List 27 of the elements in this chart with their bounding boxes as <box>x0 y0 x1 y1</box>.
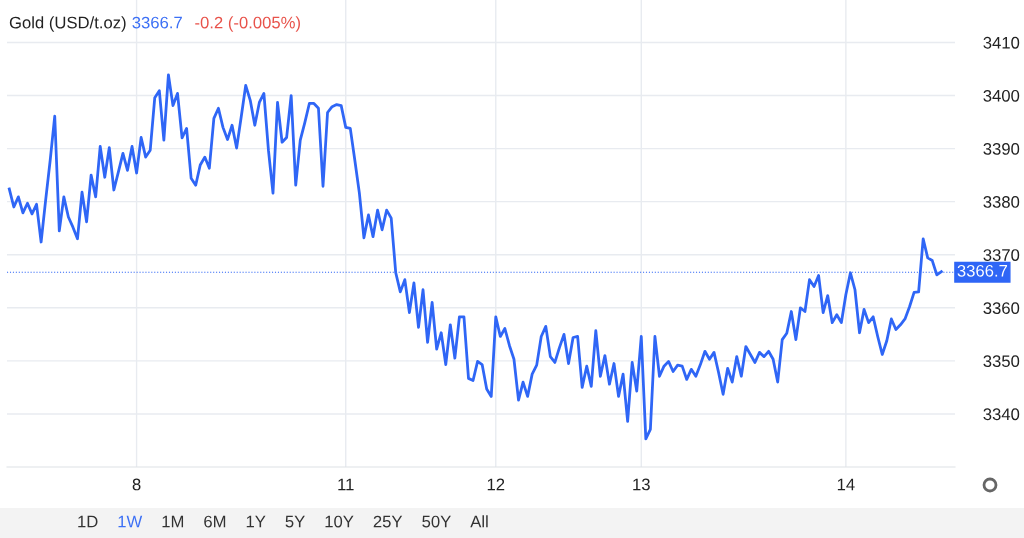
annotation: 3366.7 <box>132 16 182 29</box>
y-tick-label: 3340 <box>983 408 1020 421</box>
text: All <box>470 515 488 528</box>
text: 5Y <box>285 515 305 528</box>
y-tick-label: 3380 <box>983 196 1020 208</box>
y-tick-label: 3410 <box>983 36 1020 49</box>
x-tick-label: 12 <box>487 478 505 491</box>
text: 1Y <box>246 515 266 528</box>
text: 1D <box>78 515 98 528</box>
annotation: -0.2 (-0.005%) <box>195 16 300 32</box>
text: 1M <box>162 515 184 528</box>
x-tick-label: 11 <box>338 478 354 491</box>
y-tick-label: 3390 <box>983 142 1020 155</box>
text: 25Y <box>373 515 403 528</box>
y-tick-label: 3350 <box>983 355 1020 368</box>
x-tick-label: 8 <box>132 478 141 491</box>
text: Gold (USD/t.oz) <box>9 16 126 32</box>
text: 10Y <box>325 515 354 528</box>
ref-line-label: 3366.7 <box>957 264 1008 277</box>
y-tick-label: 3370 <box>983 249 1020 261</box>
text: 1W <box>118 515 143 528</box>
y-tick-label: 3400 <box>983 89 1020 102</box>
text: 50Y <box>422 515 451 528</box>
x-tick-label: 13 <box>633 478 650 491</box>
text: 6M <box>204 515 226 528</box>
x-tick-label: 14 <box>837 478 855 491</box>
y-tick-label: 3360 <box>983 302 1020 314</box>
